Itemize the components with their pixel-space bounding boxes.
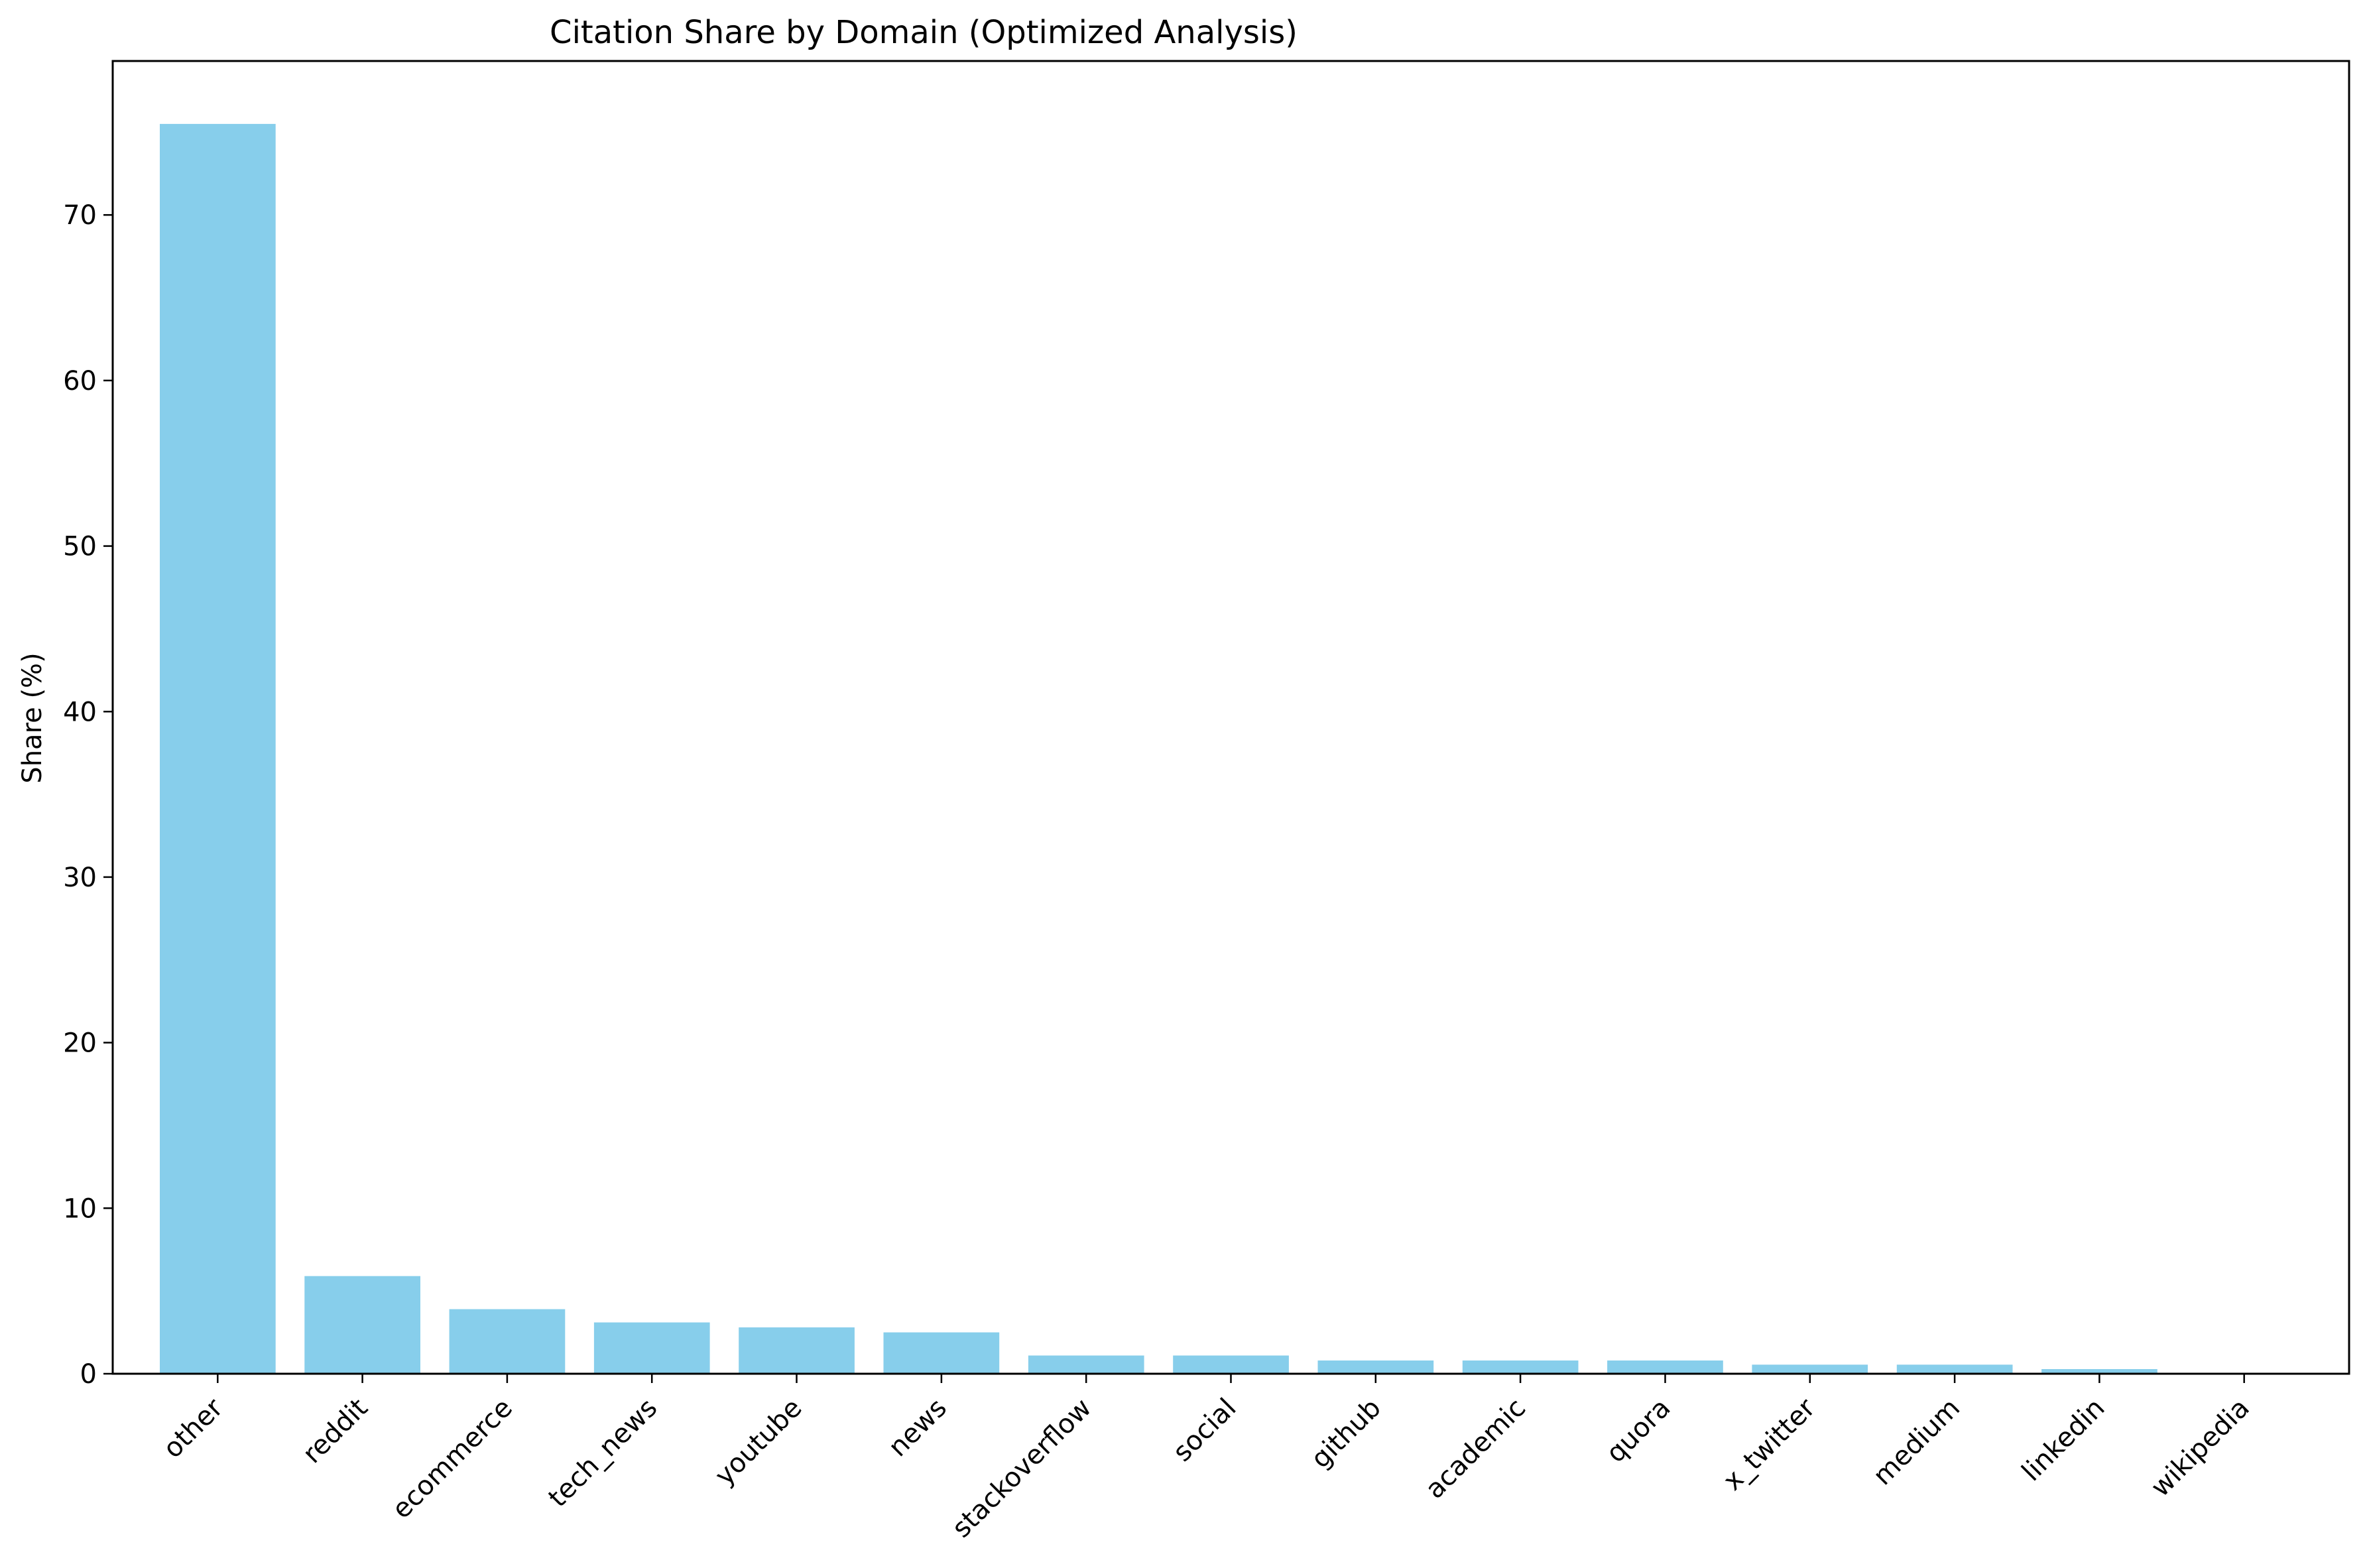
bar-reddit	[304, 1276, 420, 1374]
x-tick-label-wikipedia: wikipedia	[2146, 1393, 2256, 1503]
x-tick-label-x_twitter: x_twitter	[1717, 1392, 1821, 1496]
y-tick-label: 30	[63, 863, 97, 893]
x-tick-label-linkedin: linkedin	[2016, 1393, 2111, 1488]
bar-ecommerce	[449, 1309, 566, 1374]
bar-tech_news	[593, 1322, 710, 1374]
x-tick-label-social: social	[1167, 1393, 1242, 1468]
y-tick-label: 0	[80, 1359, 97, 1390]
x-tick-label-ecommerce: ecommerce	[387, 1393, 518, 1525]
x-tick-label-github: github	[1305, 1393, 1387, 1475]
plot-frame	[111, 60, 2350, 1375]
x-tick-label-other: other	[157, 1392, 229, 1464]
x-tick-label-academic: academic	[1420, 1393, 1532, 1505]
bar-github	[1317, 1360, 1434, 1374]
y-tick-label: 60	[63, 366, 97, 396]
x-tick-label-quora: quora	[1601, 1393, 1677, 1469]
y-tick-label: 50	[63, 532, 97, 562]
x-axis-ticks: other reddit ecommerce tech_news youtube news…	[157, 1374, 2256, 1544]
y-tick-label: 10	[63, 1193, 97, 1224]
y-tick-label: 70	[63, 200, 97, 231]
bar-academic	[1462, 1360, 1579, 1374]
bar-social	[1173, 1355, 1289, 1374]
y-axis-label: Share (%)	[17, 652, 48, 783]
y-tick-label: 20	[63, 1028, 97, 1059]
bar-youtube	[739, 1327, 855, 1374]
bar-linkedin	[2041, 1369, 2157, 1374]
x-tick-label-reddit: reddit	[297, 1393, 374, 1470]
bar-quora	[1607, 1360, 1723, 1374]
y-tick-label: 40	[63, 697, 97, 727]
x-tick-label-news: news	[882, 1393, 953, 1463]
y-axis-ticks: 0 10 20 30 40 50 60 70	[63, 200, 113, 1390]
bar-stackoverflow	[1028, 1355, 1144, 1374]
x-tick-label-stackoverflow: stackoverflow	[946, 1393, 1097, 1544]
bars-group	[160, 123, 2157, 1374]
bar-medium	[1896, 1364, 2013, 1374]
x-tick-label-medium: medium	[1867, 1393, 1966, 1492]
chart-title: Citation Share by Domain (Optimized Anal…	[550, 14, 1298, 51]
bar-news	[883, 1332, 1000, 1374]
x-tick-label-youtube: youtube	[709, 1393, 808, 1492]
bar-other	[160, 123, 276, 1374]
bar-x_twitter	[1752, 1364, 1868, 1374]
x-tick-label-tech_news: tech_news	[542, 1393, 663, 1514]
